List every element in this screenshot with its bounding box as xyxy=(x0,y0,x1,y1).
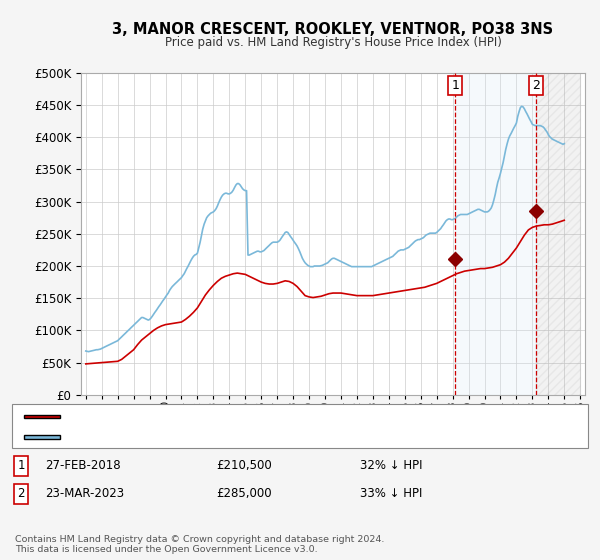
Text: 2: 2 xyxy=(532,80,540,92)
Text: 3, MANOR CRESCENT, ROOKLEY, VENTNOR, PO38 3NS (detached house): 3, MANOR CRESCENT, ROOKLEY, VENTNOR, PO3… xyxy=(69,412,446,422)
Text: HPI: Average price, detached house, Isle of Wight: HPI: Average price, detached house, Isle… xyxy=(69,432,327,442)
Text: 33% ↓ HPI: 33% ↓ HPI xyxy=(360,487,422,501)
Text: 1: 1 xyxy=(17,459,25,473)
Text: £210,500: £210,500 xyxy=(216,459,272,473)
Text: 3, MANOR CRESCENT, ROOKLEY, VENTNOR, PO38 3NS: 3, MANOR CRESCENT, ROOKLEY, VENTNOR, PO3… xyxy=(112,22,554,38)
Text: Contains HM Land Registry data © Crown copyright and database right 2024.
This d: Contains HM Land Registry data © Crown c… xyxy=(15,535,385,554)
Text: 32% ↓ HPI: 32% ↓ HPI xyxy=(360,459,422,473)
Bar xyxy=(536,73,580,395)
Text: 23-MAR-2023: 23-MAR-2023 xyxy=(45,487,124,501)
Text: 1: 1 xyxy=(451,80,459,92)
Text: £285,000: £285,000 xyxy=(216,487,272,501)
Text: Price paid vs. HM Land Registry's House Price Index (HPI): Price paid vs. HM Land Registry's House … xyxy=(164,36,502,49)
Text: 2: 2 xyxy=(17,487,25,501)
Bar xyxy=(455,73,536,395)
Text: 27-FEB-2018: 27-FEB-2018 xyxy=(45,459,121,473)
